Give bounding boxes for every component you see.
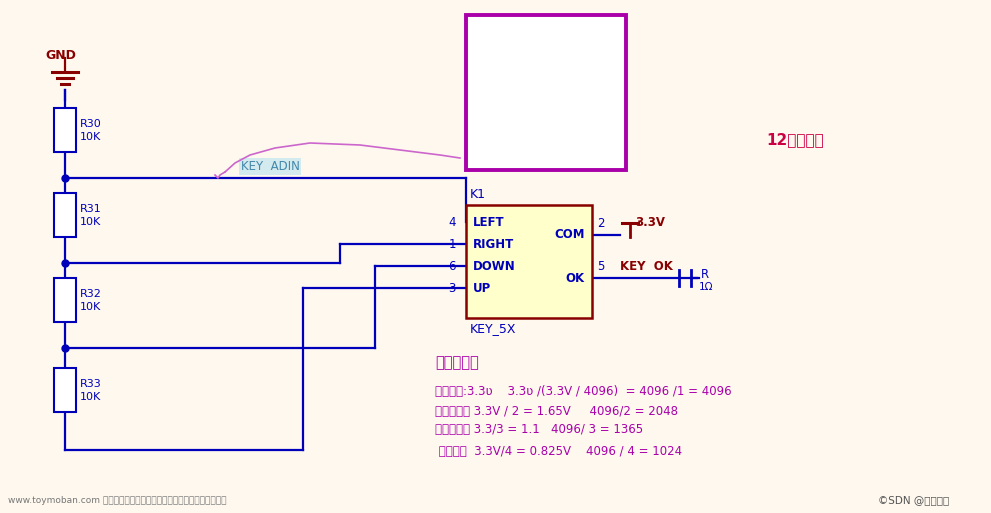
Text: 3.3V: 3.3V	[635, 216, 665, 229]
Text: www.toymoban.com 网络图片仅供展示，非存储，如有侵权请联系删除。: www.toymoban.com 网络图片仅供展示，非存储，如有侵权请联系删除。	[8, 496, 227, 505]
Bar	[466, 205, 592, 318]
Text: OK: OK	[566, 271, 585, 285]
Bar	[54, 278, 76, 322]
Text: 1Ω: 1Ω	[699, 282, 714, 292]
Text: 电阱分压：: 电阱分压：	[435, 355, 479, 370]
Text: R33: R33	[80, 379, 102, 389]
Text: 按下左键:3.3ʋ    3.3ʋ /(3.3V / 4096)  = 4096 /1 = 4096: 按下左键:3.3ʋ 3.3ʋ /(3.3V / 4096) = 4096 /1 …	[435, 385, 731, 398]
Text: LEFT: LEFT	[473, 215, 504, 228]
Bar	[466, 15, 626, 170]
Text: 10K: 10K	[80, 392, 101, 402]
Text: 10K: 10K	[80, 132, 101, 142]
Text: 1: 1	[449, 238, 456, 250]
Text: R: R	[701, 268, 710, 281]
Text: 6: 6	[449, 260, 456, 272]
Text: R32: R32	[80, 289, 102, 299]
Text: GND: GND	[45, 49, 76, 62]
Text: 5: 5	[597, 260, 605, 273]
Text: ©SDN @牜人倦莹: ©SDN @牜人倦莹	[878, 495, 949, 505]
Text: 10K: 10K	[80, 217, 101, 227]
Text: 4: 4	[449, 215, 456, 228]
Text: 3: 3	[449, 282, 456, 294]
Text: R31: R31	[80, 204, 102, 214]
Text: 按下上键  3.3V/4 = 0.825V    4096 / 4 = 1024: 按下上键 3.3V/4 = 0.825V 4096 / 4 = 1024	[435, 445, 682, 458]
Text: K1: K1	[470, 188, 486, 201]
Text: RIGHT: RIGHT	[473, 238, 514, 250]
Text: UP: UP	[473, 282, 492, 294]
Text: R30: R30	[80, 119, 102, 129]
Text: 按下下键： 3.3/3 = 1.1   4096/ 3 = 1365: 按下下键： 3.3/3 = 1.1 4096/ 3 = 1365	[435, 423, 643, 436]
Text: KEY  ADIN: KEY ADIN	[241, 160, 299, 173]
Bar	[54, 108, 76, 152]
Bar	[54, 193, 76, 237]
Text: 12位分辨率: 12位分辨率	[766, 132, 824, 148]
Text: DOWN: DOWN	[473, 260, 515, 272]
Text: 按下右键： 3.3V / 2 = 1.65V     4096/2 = 2048: 按下右键： 3.3V / 2 = 1.65V 4096/2 = 2048	[435, 405, 678, 418]
Text: KEY_5X: KEY_5X	[470, 322, 516, 335]
Bar	[54, 368, 76, 412]
Text: 2: 2	[597, 217, 605, 230]
Text: COM: COM	[555, 228, 585, 242]
Text: KEY  OK: KEY OK	[620, 260, 673, 273]
Text: 10K: 10K	[80, 302, 101, 312]
